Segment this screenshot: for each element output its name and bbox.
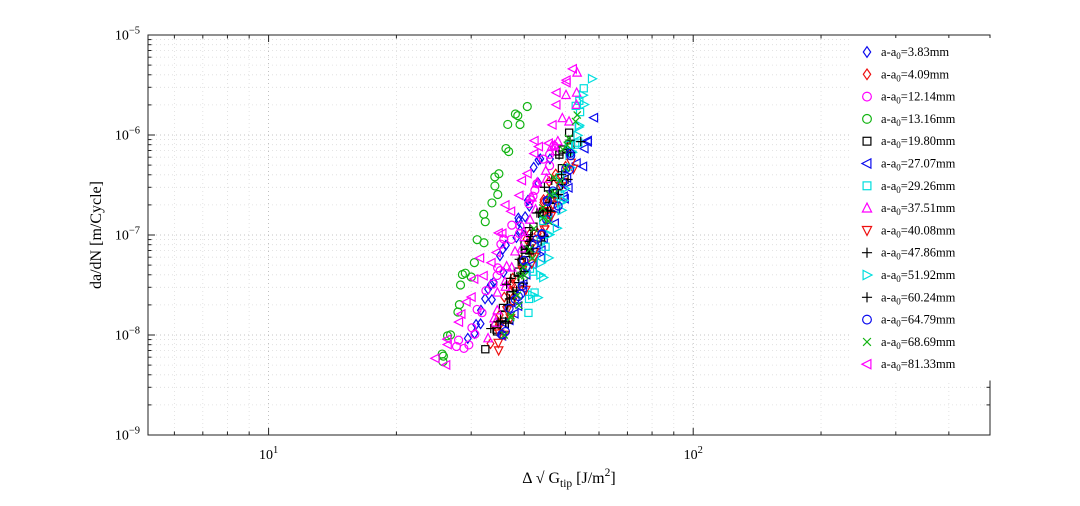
x-tick-label: 101 [259, 445, 278, 463]
x-tick-label: 102 [684, 445, 703, 463]
legend-item-label: a-a0=3.83mm [881, 45, 949, 61]
series-points-3 [451, 141, 559, 353]
legend-item: a-a0=60.24mm [861, 290, 956, 306]
legend-item-label: a-a0=12.14mm [881, 90, 956, 106]
y-tick-label: 10−6 [115, 126, 140, 144]
legend-item: a-a0=19.80mm [862, 134, 956, 150]
legend-item: a-a0=47.86mm [861, 246, 956, 262]
legend-item: a-a0=12.14mm [862, 90, 956, 106]
legend-item-label: a-a0=51.92mm [881, 268, 956, 284]
legend-item: a-a0=13.16mm [862, 112, 956, 128]
legend-item-label: a-a0=68.69mm [881, 335, 956, 351]
legend-item: a-a0=37.51mm [861, 201, 956, 217]
legend-item: a-a0=27.07mm [860, 157, 956, 173]
legend-item: a-a0=68.69mm [862, 335, 956, 351]
legend-item-label: a-a0=60.24mm [881, 290, 956, 306]
y-tick-label: 10−8 [115, 326, 140, 344]
legend-item: a-a0=64.79mm [862, 313, 956, 329]
legend-item-label: a-a0=29.26mm [881, 179, 956, 195]
legend-item-label: a-a0=64.79mm [881, 313, 956, 329]
legend-item-label: a-a0=37.51mm [881, 201, 956, 217]
legend-item-label: a-a0=19.80mm [881, 134, 956, 150]
x-axis-label: Δ √ Gtip [J/m2] [522, 467, 615, 490]
series-points-15 [429, 63, 577, 371]
y-tick-label: 10−5 [115, 26, 140, 44]
legend-item: a-a0=3.83mm [862, 45, 949, 61]
legend-item-label: a-a0=13.16mm [881, 112, 956, 128]
legend-item: a-a0=51.92mm [862, 268, 956, 284]
legend-item: a-a0=81.33mm [860, 357, 956, 373]
series-points-14 [500, 111, 582, 339]
series-points-4 [437, 101, 532, 367]
legend: a-a0=3.83mm a-a0=4.09mm a-a0=12.14mm a-a0=1… [852, 38, 992, 381]
legend-item-label: a-a0=81.33mm [881, 357, 956, 373]
legend-item-label: a-a0=47.86mm [881, 246, 956, 262]
legend-item: a-a0=4.09mm [862, 67, 949, 83]
legend-item-label: a-a0=40.08mm [881, 223, 956, 239]
series-points-13 [497, 148, 576, 340]
legend-item: a-a0=40.08mm [861, 223, 956, 239]
y-tick-label: 10−7 [115, 226, 140, 244]
legend-item-label: a-a0=27.07mm [881, 157, 956, 173]
y-axis-label: da/dN [m/Cycle] [88, 181, 105, 289]
legend-item-label: a-a0=4.09mm [881, 67, 949, 83]
y-tick-label: 10−9 [115, 426, 140, 444]
legend-item: a-a0=29.26mm [862, 179, 956, 195]
